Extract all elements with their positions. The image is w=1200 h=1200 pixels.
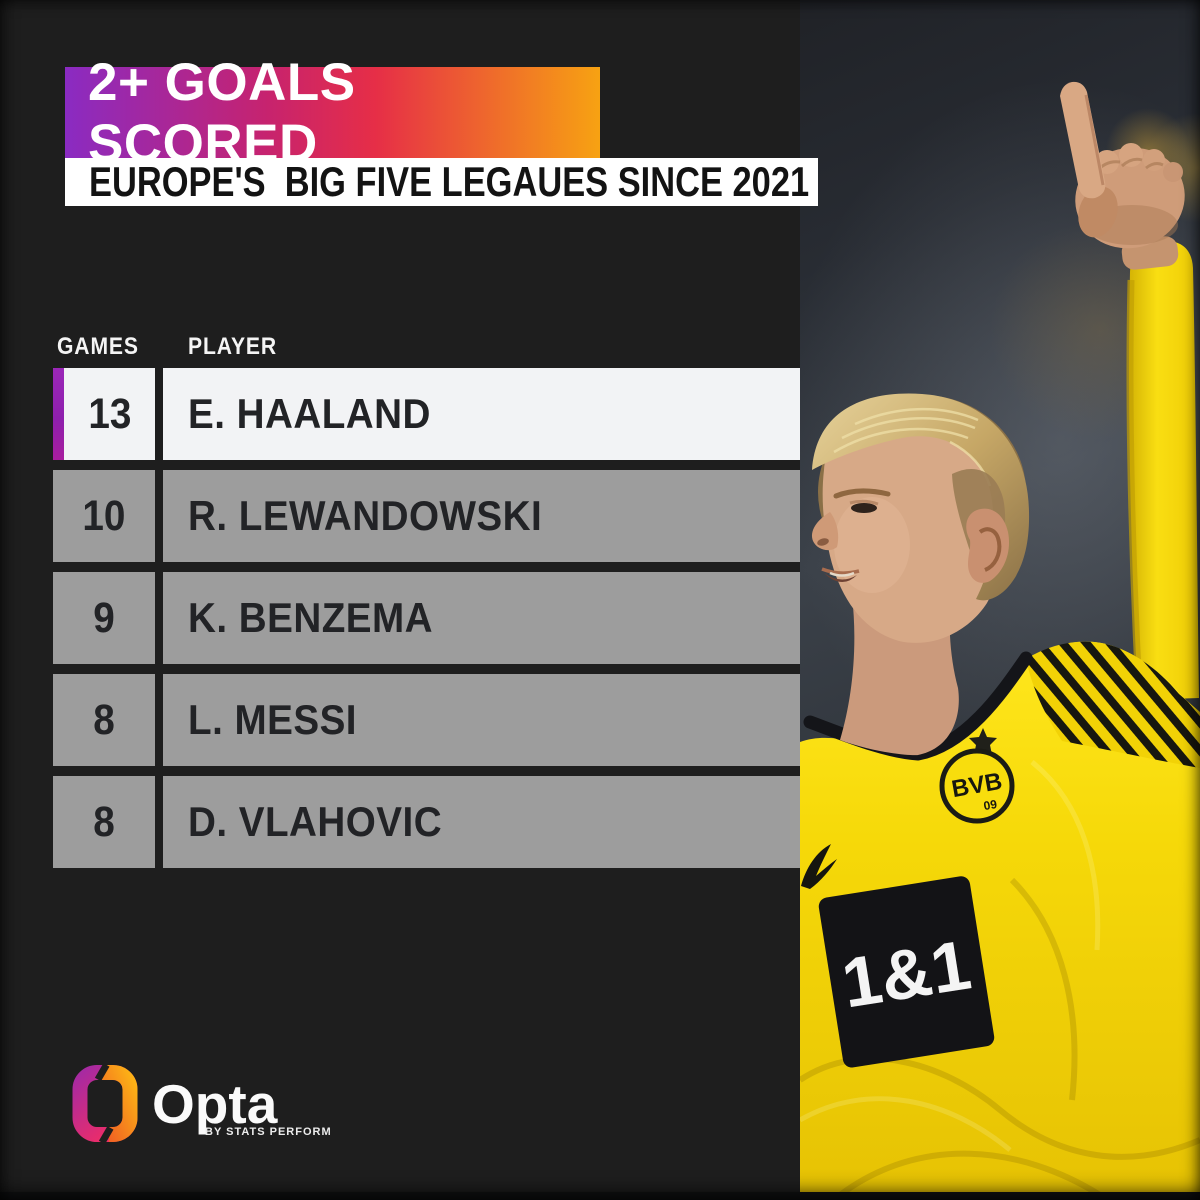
page-title: 2+ GOALS SCORED: [88, 52, 356, 173]
player-cell: D. VLAHOVIC: [163, 776, 800, 868]
table-row: 8 L. MESSI: [53, 674, 800, 766]
games-cell: 8: [53, 776, 155, 868]
title-banner: 2+ GOALS SCORED: [65, 53, 600, 173]
highlight-accent-bar: [53, 368, 64, 460]
player-cell: K. BENZEMA: [163, 572, 800, 664]
puma-logo-icon: [801, 844, 837, 889]
cell-gap: [155, 368, 163, 460]
eye: [851, 503, 877, 513]
champion-star-icon: [969, 728, 997, 755]
cell-gap: [155, 572, 163, 664]
player-photo-panel: BVB 09 1&1: [800, 0, 1200, 1200]
stats-perform-label: BY STATS PERFORM: [205, 1126, 332, 1138]
hair: [812, 393, 1030, 601]
sponsor-patch: 1&1: [818, 876, 995, 1068]
striped-shoulder-panel: [1026, 641, 1200, 768]
bottom-border: [0, 1192, 1200, 1200]
player-photo-illustration: BVB 09 1&1: [800, 81, 1200, 1200]
table-row: 9 K. BENZEMA: [53, 572, 800, 664]
opta-logo-icon: [72, 1064, 138, 1143]
player-head: [811, 393, 1030, 756]
table-row: 8 D. VLAHOVIC: [53, 776, 800, 868]
club-badge: BVB 09: [939, 728, 1015, 824]
raised-arm: [1126, 240, 1199, 701]
games-cell: 10: [53, 470, 155, 562]
games-cell: 9: [53, 572, 155, 664]
player-cell: L. MESSI: [163, 674, 800, 766]
games-cell: 8: [53, 674, 155, 766]
eyebrow: [833, 488, 891, 499]
player-cell: R. LEWANDOWSKI: [163, 470, 800, 562]
cell-gap: [155, 674, 163, 766]
column-header-games: GAMES: [57, 333, 139, 360]
table-row: 13 E. HAALAND: [53, 368, 800, 460]
mouth: [821, 567, 860, 575]
pointing-hand: [1060, 81, 1185, 270]
player-cell: E. HAALAND: [163, 368, 800, 460]
index-finger: [1060, 81, 1106, 199]
page-subtitle: EUROPE'S BIG FIVE LEGAUES SINCE 2021: [89, 158, 810, 205]
subtitle-banner: EUROPE'S BIG FIVE LEGAUES SINCE 2021: [65, 158, 818, 206]
cell-gap: [155, 470, 163, 562]
badge-year: 09: [983, 797, 999, 813]
cell-gap: [155, 776, 163, 868]
opta-wordmark: Opta: [152, 1073, 278, 1135]
table-row: 10 R. LEWANDOWSKI: [53, 470, 800, 562]
column-header-player: PLAYER: [188, 333, 278, 360]
ear: [966, 508, 1010, 583]
games-cell: 13: [64, 368, 155, 460]
